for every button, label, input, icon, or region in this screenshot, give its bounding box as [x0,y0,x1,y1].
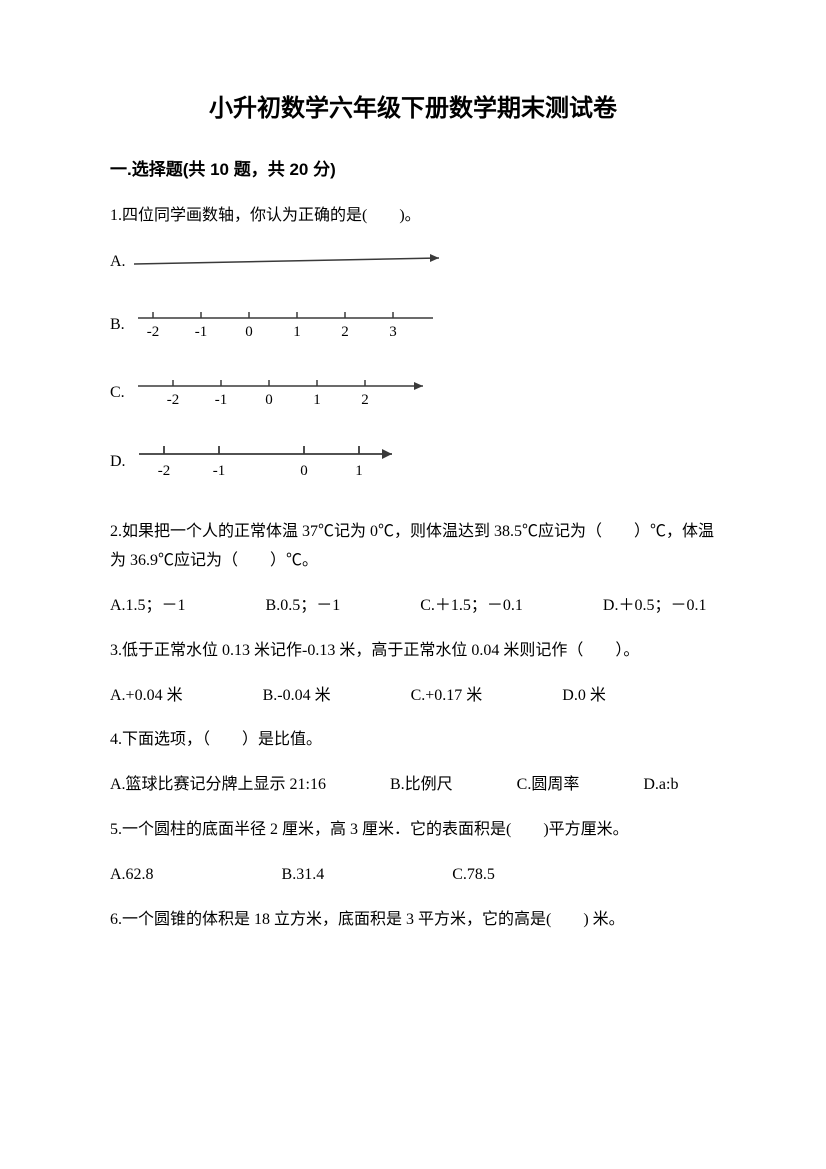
q4-options: A.篮球比赛记分牌上显示 21:16 B.比例尺 C.圆周率 D.a:b [110,771,716,800]
svg-text:1: 1 [355,463,363,479]
number-line-c: -2 -1 0 1 2 [133,372,433,412]
number-line-a [134,246,454,276]
svg-text:2: 2 [361,392,369,408]
q5-options: A.62.8 B.31.4 C.78.5 [110,861,716,890]
svg-text:0: 0 [245,324,253,340]
svg-text:3: 3 [389,324,397,340]
q4-text: 4.下面选项，（ ）是比值。 [110,726,716,755]
svg-text:-1: -1 [214,392,227,408]
svg-text:0: 0 [300,463,308,479]
q1-option-b: B. -2 -1 0 1 2 3 [110,304,716,344]
q2-options: A.1.5；－1 B.0.5；－1 C.＋1.5；－0.1 D.＋0.5；－0.… [110,592,716,621]
svg-text:1: 1 [313,392,321,408]
section-header: 一.选择题(共 10 题，共 20 分) [110,156,716,183]
svg-text:-1: -1 [212,463,225,479]
option-letter: C. [110,380,125,406]
number-line-d: -2 -1 0 1 [134,440,404,482]
page-title: 小升初数学六年级下册数学期末测试卷 [110,90,716,128]
q3-text: 3.低于正常水位 0.13 米记作-0.13 米，高于正常水位 0.04 米则记… [110,637,716,666]
number-line-b: -2 -1 0 1 2 3 [133,304,443,344]
svg-text:0: 0 [265,392,273,408]
q3-options: A.+0.04 米 B.-0.04 米 C.+0.17 米 D.0 米 [110,682,716,711]
svg-text:2: 2 [341,324,349,340]
svg-text:-2: -2 [166,392,179,408]
q1-option-d: D. -2 -1 0 1 [110,440,716,482]
option-letter: A. [110,249,126,275]
svg-text:-2: -2 [146,324,159,340]
q2-text: 2.如果把一个人的正常体温 37℃记为 0℃，则体温达到 38.5℃应记为（ ）… [110,518,716,576]
q1-option-a: A. [110,246,716,276]
option-letter: D. [110,449,126,475]
q1-text: 1.四位同学画数轴，你认为正确的是( )。 [110,202,716,231]
svg-text:-2: -2 [157,463,170,479]
option-letter: B. [110,312,125,338]
q6-text: 6.一个圆锥的体积是 18 立方米，底面积是 3 平方米，它的高是( ) 米。 [110,906,716,935]
svg-text:1: 1 [293,324,301,340]
svg-text:-1: -1 [194,324,207,340]
q5-text: 5.一个圆柱的底面半径 2 厘米，高 3 厘米．它的表面积是( )平方厘米。 [110,816,716,845]
q1-option-c: C. -2 -1 0 1 2 [110,372,716,412]
